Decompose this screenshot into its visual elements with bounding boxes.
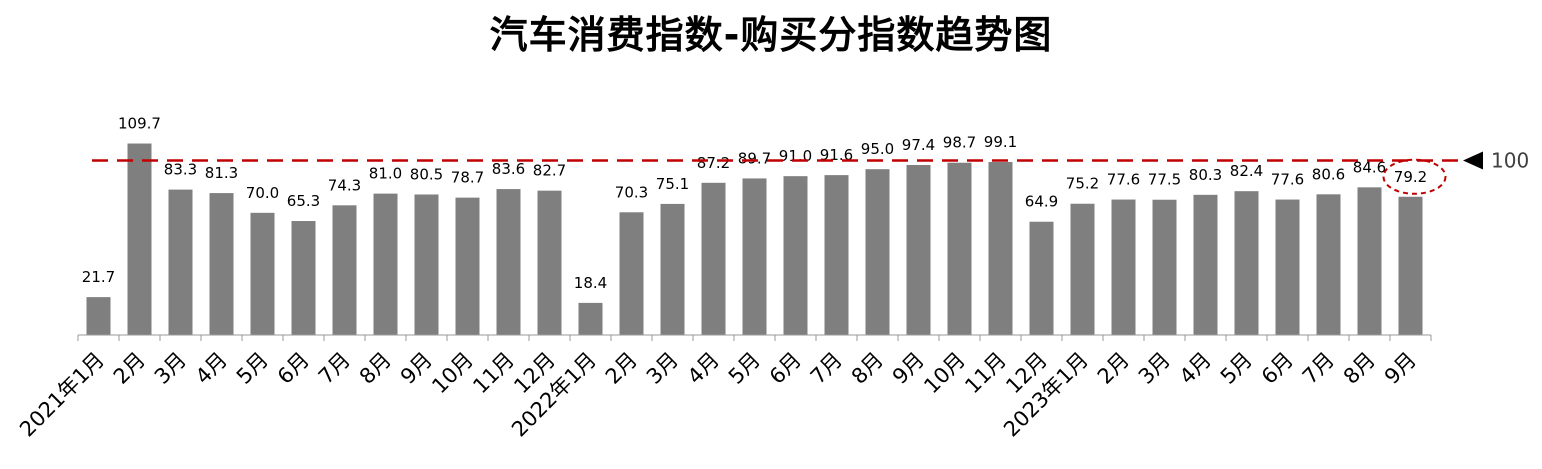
highlight-ellipse <box>1382 158 1447 195</box>
x-tick-label: 7月 <box>314 348 355 389</box>
x-tick-label: 3月 <box>150 348 191 389</box>
data-label: 78.7 <box>451 169 484 187</box>
bar <box>783 176 808 335</box>
bar <box>1275 199 1300 335</box>
bar <box>660 203 685 335</box>
x-tick-label: 4月 <box>1175 348 1216 389</box>
bar <box>1111 199 1136 335</box>
bar <box>1070 203 1095 335</box>
reference-line-label: 100 <box>1491 148 1529 172</box>
data-label: 80.3 <box>1189 166 1222 184</box>
data-label: 74.3 <box>328 176 361 194</box>
x-tick-label: 4月 <box>683 348 724 389</box>
x-tick-label: 2月 <box>601 348 642 389</box>
x-tick-label: 4月 <box>191 348 232 389</box>
bar <box>414 194 439 335</box>
data-label: 82.4 <box>1230 162 1263 180</box>
x-tick-label: 8月 <box>1339 348 1380 389</box>
bar <box>988 162 1013 335</box>
data-label: 82.7 <box>533 162 566 180</box>
x-tick-label: 7月 <box>1298 348 1339 389</box>
x-tick-label: 2月 <box>109 348 150 389</box>
bar <box>455 197 480 335</box>
data-label: 87.2 <box>697 154 730 172</box>
data-label: 80.6 <box>1312 165 1345 183</box>
data-label: 70.3 <box>615 183 648 201</box>
data-label: 89.7 <box>738 149 771 167</box>
data-label: 80.5 <box>410 165 443 183</box>
bar <box>742 178 767 335</box>
x-tick-label: 3月 <box>1134 348 1175 389</box>
x-tick-label: 11月 <box>960 348 1011 399</box>
data-label: 81.3 <box>205 164 238 182</box>
data-label: 84.6 <box>1353 158 1386 176</box>
data-label: 75.2 <box>1066 175 1099 193</box>
bar <box>168 189 193 335</box>
chart-title: 汽车消费指数-购买分指数趋势图 <box>489 13 1053 57</box>
bar <box>373 193 398 335</box>
data-label: 75.1 <box>656 175 689 193</box>
x-tick-label: 5月 <box>1216 348 1257 389</box>
x-tick-label: 6月 <box>1257 348 1298 389</box>
bar <box>250 212 275 335</box>
data-label: 64.9 <box>1025 193 1058 211</box>
data-label: 77.5 <box>1148 171 1181 189</box>
x-tick-label: 5月 <box>232 348 273 389</box>
data-label: 83.3 <box>164 161 197 179</box>
data-label: 83.6 <box>492 160 525 178</box>
bar <box>209 193 234 335</box>
bar <box>1234 191 1259 335</box>
bar <box>86 297 111 335</box>
data-label: 95.0 <box>861 140 894 158</box>
x-tick-label: 6月 <box>765 348 806 389</box>
data-label: 70.0 <box>246 184 279 202</box>
bar <box>824 175 849 335</box>
bar <box>537 190 562 335</box>
data-label: 91.0 <box>779 147 812 165</box>
data-label: 98.7 <box>943 134 976 152</box>
data-label: 77.6 <box>1271 171 1304 189</box>
x-tick-label: 5月 <box>724 348 765 389</box>
x-tick-label: 3月 <box>642 348 683 389</box>
data-label: 99.1 <box>984 133 1017 151</box>
bar <box>1029 221 1054 335</box>
data-label: 79.2 <box>1394 168 1427 186</box>
x-tick-label: 9月 <box>1380 348 1421 389</box>
bar <box>865 169 890 335</box>
x-tick-label: 2021年1月 <box>15 348 109 442</box>
x-tick-label: 8月 <box>847 348 888 389</box>
data-label: 97.4 <box>902 136 935 154</box>
bar <box>332 205 357 335</box>
data-label: 18.4 <box>574 274 607 292</box>
x-tick-label: 2月 <box>1093 348 1134 389</box>
bar <box>1152 199 1177 335</box>
data-label: 21.7 <box>82 268 115 286</box>
reference-arrow-icon <box>1463 151 1483 170</box>
bar <box>496 189 521 335</box>
bar <box>947 162 972 335</box>
bar <box>291 221 316 335</box>
x-tick-label: 7月 <box>806 348 847 389</box>
x-tick-label: 10月 <box>427 348 478 399</box>
x-tick-label: 11月 <box>468 348 519 399</box>
bar <box>1316 194 1341 335</box>
data-label: 65.3 <box>287 192 320 210</box>
bar <box>1193 194 1218 335</box>
bar <box>906 164 931 335</box>
bar <box>578 302 603 335</box>
data-label: 109.7 <box>118 115 161 133</box>
bar <box>1357 187 1382 335</box>
bar <box>619 212 644 335</box>
bar <box>1398 196 1423 335</box>
data-label: 81.0 <box>369 165 402 183</box>
bar <box>127 143 152 335</box>
x-tick-label: 10月 <box>919 348 970 399</box>
data-label: 77.6 <box>1107 171 1140 189</box>
x-tick-label: 8月 <box>355 348 396 389</box>
bar <box>701 182 726 335</box>
x-tick-label: 6月 <box>273 348 314 389</box>
